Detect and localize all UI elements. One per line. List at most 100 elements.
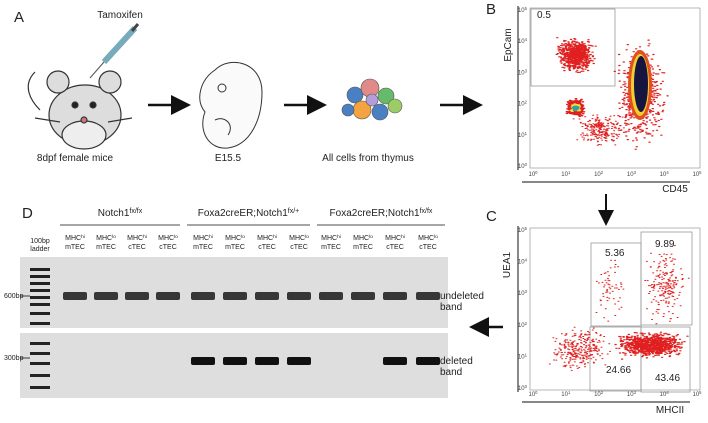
events <box>614 331 689 360</box>
x-tick-label-base: 10 <box>627 172 634 178</box>
x-tick-label: 102 <box>594 170 604 179</box>
gate-value: 43.46 <box>655 373 680 384</box>
band <box>255 292 279 300</box>
band <box>223 292 247 300</box>
x-tick-label-base: 10 <box>627 392 634 398</box>
marker-label: 600bp <box>4 293 24 300</box>
lane-label: cTEC <box>386 244 404 251</box>
y-tick-label: 101 <box>518 130 528 139</box>
lane-label-base: MHC <box>96 235 112 242</box>
ladder-band <box>30 362 50 365</box>
x-tick-label-sup: 0 <box>535 390 538 395</box>
y-tick-label: 104 <box>518 257 528 266</box>
x-tick-label-sup: 5 <box>699 170 702 175</box>
band-label: band <box>440 367 462 378</box>
band <box>255 357 279 365</box>
y-tick-label-sup: 5 <box>525 6 528 11</box>
ladder-band <box>30 386 50 389</box>
group-label-sup: fx/+ <box>288 208 299 215</box>
lane-label: MHChi <box>127 234 147 243</box>
lane-label: MHChi <box>385 234 405 243</box>
y-tick-label-base: 10 <box>518 102 525 108</box>
lane-label-base: MHC <box>193 235 209 242</box>
ladder-band <box>30 374 50 377</box>
events <box>571 105 580 111</box>
lane-label: MHChi <box>321 234 341 243</box>
lane-label-base: MHC <box>257 235 273 242</box>
y-tick-label: 102 <box>518 99 528 108</box>
marker-label: 300bp <box>4 355 24 362</box>
lane-label-base: MHC <box>225 235 241 242</box>
x-tick-label: 101 <box>561 170 571 179</box>
x-tick-label: 103 <box>627 170 637 179</box>
band-label: band <box>440 302 462 313</box>
x-tick-label-base: 10 <box>692 392 699 398</box>
y-tick-label-base: 10 <box>518 354 525 360</box>
ladder-band <box>30 268 50 271</box>
y-tick-label: 105 <box>518 226 528 235</box>
lane-label-base: MHC <box>158 235 174 242</box>
x-tick-label: 104 <box>660 390 670 399</box>
y-tick-label-base: 10 <box>518 70 525 76</box>
band <box>287 292 311 300</box>
events <box>595 259 625 322</box>
x-tick-label: 101 <box>561 390 571 399</box>
gate-value: 5.36 <box>605 248 625 259</box>
x-tick-label-sup: 0 <box>535 170 538 175</box>
lane-label: MHClo <box>418 234 438 243</box>
lane-label-base: MHC <box>289 235 305 242</box>
gate <box>530 8 616 87</box>
band <box>63 292 87 300</box>
x-tick-label: 100 <box>528 390 538 399</box>
cells <box>341 78 403 121</box>
y-tick-label-sup: 3 <box>525 289 528 294</box>
x-tick-label-base: 10 <box>561 392 568 398</box>
x-axis-label: CD45 <box>662 184 688 195</box>
y-tick-label-sup: 1 <box>525 130 528 135</box>
lane-label-sup: hi <box>143 234 147 240</box>
lane-label: MHChi <box>65 234 85 243</box>
lane-label: MHChi <box>193 234 213 243</box>
lane-label: mTEC <box>225 244 245 251</box>
band <box>223 357 247 365</box>
band <box>416 357 440 365</box>
lane-label: MHChi <box>257 234 277 243</box>
ladder-label: 100bp <box>30 238 50 245</box>
lane-label: cTEC <box>419 244 437 251</box>
x-tick-label-base: 10 <box>594 172 601 178</box>
y-tick-label-sup: 0 <box>525 162 528 167</box>
ladder-band <box>30 289 50 292</box>
x-tick-label-sup: 4 <box>666 170 669 175</box>
gel-bottom <box>20 333 448 398</box>
lane-label: MHClo <box>225 234 245 243</box>
x-tick-label-base: 10 <box>660 172 667 178</box>
ladder-band <box>30 322 50 325</box>
lane-label-sup: lo <box>174 234 178 240</box>
x-tick-label: 104 <box>660 170 670 179</box>
band <box>191 357 215 365</box>
events <box>644 245 690 325</box>
group-label-sup: fx/fx <box>420 208 433 215</box>
drug-label: Tamoxifen <box>97 10 143 21</box>
gates <box>589 231 693 393</box>
group-label-base: Foxa2creER;Notch1 <box>330 208 420 219</box>
lane-label-sup: lo <box>241 234 245 240</box>
events <box>548 326 612 371</box>
y-tick-label-sup: 2 <box>525 99 528 104</box>
lane-label-base: MHC <box>418 235 434 242</box>
y-tick-label-sup: 0 <box>525 384 528 389</box>
band <box>383 357 407 365</box>
y-tick-label: 104 <box>518 37 528 46</box>
y-tick-label: 100 <box>518 384 528 393</box>
y-axis-label: EpCam <box>503 28 514 61</box>
y-tick-label: 103 <box>518 68 528 77</box>
plot-frame <box>529 7 701 169</box>
lane-label-base: MHC <box>321 235 337 242</box>
lane-label-sup: hi <box>209 234 213 240</box>
lane-label-sup: hi <box>273 234 277 240</box>
lane-label-sup: lo <box>305 234 309 240</box>
y-tick-label-sup: 5 <box>525 226 528 231</box>
group-label: Foxa2creER;Notch1fx/fx <box>330 208 433 220</box>
y-tick-label-base: 10 <box>518 39 525 45</box>
lane-label: cTEC <box>258 244 276 251</box>
